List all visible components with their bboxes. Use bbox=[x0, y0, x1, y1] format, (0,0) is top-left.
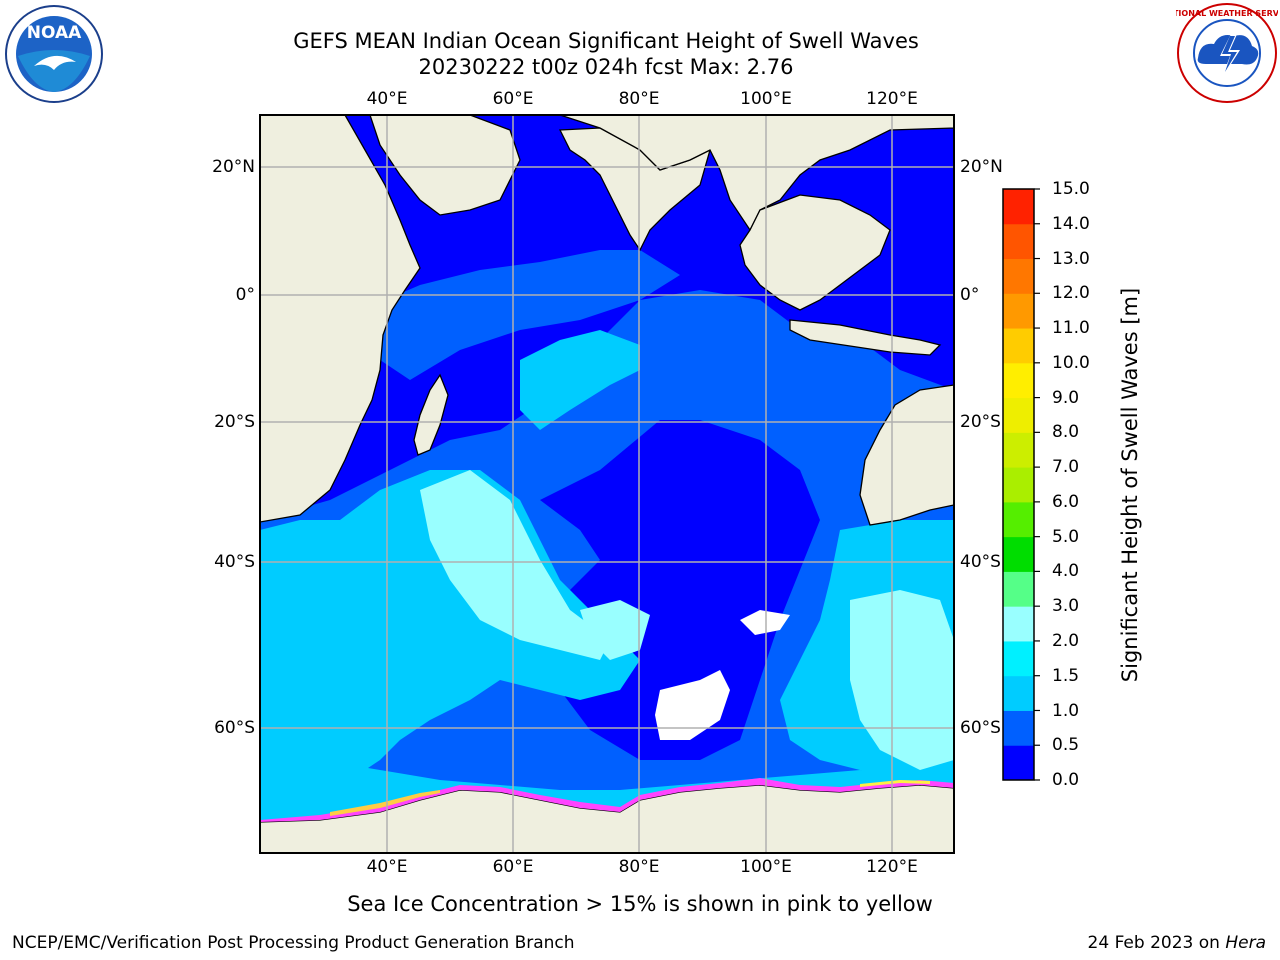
lon-tick-bottom: 80°E bbox=[618, 857, 660, 877]
colorbar-segment bbox=[1003, 467, 1034, 503]
sea-ice-caption: Sea Ice Concentration > 15% is shown in … bbox=[347, 892, 933, 916]
colorbar-title: Significant Height of Swell Waves [m] bbox=[1118, 287, 1142, 683]
lat-tick-left: 0° bbox=[235, 285, 255, 305]
noaa-logo: NOAA bbox=[5, 5, 103, 103]
colorbar-segment bbox=[1003, 710, 1034, 746]
land-arabia bbox=[369, 115, 521, 216]
colorbar-tick-label: 3.0 bbox=[1052, 596, 1080, 617]
lat-tick-left: 40°S bbox=[214, 552, 255, 572]
footer-credit: NCEP/EMC/Verification Post Processing Pr… bbox=[12, 933, 575, 953]
colorbar-segment bbox=[1003, 745, 1034, 781]
nws-logo: NATIONAL WEATHER SERVICE bbox=[1176, 3, 1278, 103]
colorbar-segment bbox=[1003, 432, 1034, 468]
lon-tick-top: 120°E bbox=[866, 89, 918, 109]
swell-band-cyan-north bbox=[520, 330, 640, 430]
map-plot-area bbox=[260, 115, 954, 853]
map-frame bbox=[259, 114, 955, 854]
footer-date-text: 24 Feb 2023 on bbox=[1087, 933, 1226, 953]
lon-tick-bottom: 120°E bbox=[866, 857, 918, 877]
colorbar-frame bbox=[1002, 188, 1035, 781]
colorbar-tick-label: 8.0 bbox=[1052, 422, 1080, 443]
colorbar-tick-label: 12.0 bbox=[1052, 283, 1090, 304]
colorbar-tick-label: 13.0 bbox=[1052, 248, 1090, 269]
swell-band-cyan-west bbox=[260, 470, 640, 812]
colorbar-segment bbox=[1003, 675, 1034, 711]
swell-band-light-2 bbox=[850, 590, 954, 770]
land bbox=[260, 115, 954, 853]
lat-tick-right: 40°S bbox=[960, 552, 1001, 572]
colorbar-segment bbox=[1003, 536, 1034, 572]
colorbar-segment bbox=[1003, 640, 1034, 677]
colorbar-segment bbox=[1003, 189, 1034, 225]
swell-band-light-3 bbox=[580, 600, 650, 660]
lat-tick-right: 0° bbox=[960, 285, 980, 305]
missing-data-patch-2 bbox=[740, 610, 790, 635]
colorbar-tick-label: 11.0 bbox=[1052, 318, 1090, 339]
lat-tick-left: 60°S bbox=[214, 718, 255, 738]
colorbar-segment bbox=[1003, 223, 1034, 260]
lon-tick-bottom: 40°E bbox=[366, 857, 408, 877]
colorbar-tick-label: 0.0 bbox=[1052, 770, 1080, 790]
map-subtitle: 20230222 t00z 024h fcst Max: 2.76 bbox=[418, 55, 794, 79]
missing-data-patch bbox=[655, 670, 730, 740]
lat-tick-right: 20°N bbox=[960, 157, 1003, 177]
swell-band-mid-north bbox=[380, 250, 680, 380]
map-title: GEFS MEAN Indian Ocean Significant Heigh… bbox=[293, 29, 919, 53]
colorbar-segment bbox=[1003, 501, 1034, 538]
lon-tick-top: 60°E bbox=[492, 89, 534, 109]
colorbar-tick-label: 9.0 bbox=[1052, 387, 1080, 408]
lon-tick-top: 80°E bbox=[618, 89, 660, 109]
nws-logo-text: NATIONAL WEATHER SERVICE bbox=[1176, 9, 1278, 18]
colorbar-segment bbox=[1003, 571, 1034, 607]
sea-ice bbox=[260, 778, 954, 822]
land-se-asia bbox=[739, 194, 891, 311]
lon-tick-top: 100°E bbox=[740, 89, 792, 109]
colorbar-segment bbox=[1003, 606, 1034, 642]
swell-band-light-1 bbox=[420, 470, 610, 660]
footer-host: Hera bbox=[1225, 933, 1266, 953]
colorbar-tick-label: 1.5 bbox=[1052, 665, 1080, 686]
colorbar-tick-label: 15.0 bbox=[1052, 179, 1090, 199]
lat-tick-right: 20°S bbox=[960, 412, 1001, 432]
colorbar-tick-label: 0.5 bbox=[1052, 735, 1080, 756]
lon-tick-bottom: 100°E bbox=[740, 857, 792, 877]
colorbar bbox=[1003, 188, 1040, 781]
colorbar-tick-label: 7.0 bbox=[1052, 457, 1080, 478]
lon-tick-bottom: 60°E bbox=[492, 857, 534, 877]
lat-tick-left: 20°S bbox=[214, 412, 255, 432]
lon-tick-top: 40°E bbox=[366, 89, 408, 109]
land-australia bbox=[859, 384, 954, 526]
sea-ice-band-yellow-east bbox=[860, 780, 930, 787]
colorbar-tick-label: 10.0 bbox=[1052, 352, 1090, 373]
gridlines bbox=[260, 115, 954, 853]
land-indonesia bbox=[789, 319, 942, 356]
lat-tick-right: 60°S bbox=[960, 718, 1001, 738]
colorbar-segment bbox=[1003, 328, 1034, 364]
sea-ice-band-yellow bbox=[330, 790, 440, 816]
colorbar-segment bbox=[1003, 362, 1034, 399]
colorbar-tick-label: 2.0 bbox=[1052, 630, 1080, 651]
colorbar-segment bbox=[1003, 397, 1034, 433]
colorbar-tick-label: 14.0 bbox=[1052, 213, 1090, 234]
footer-date: 24 Feb 2023 on Hera bbox=[1088, 932, 1266, 954]
colorbar-tick-label: 1.0 bbox=[1052, 700, 1080, 721]
land-madagascar bbox=[413, 373, 449, 456]
colorbar-tick-label: 6.0 bbox=[1052, 491, 1080, 512]
sea-ice-band-pink bbox=[260, 778, 954, 822]
colorbar-tick-label: 4.0 bbox=[1052, 561, 1080, 582]
lat-tick-left: 20°N bbox=[212, 157, 255, 177]
noaa-logo-text: NOAA bbox=[27, 23, 82, 43]
colorbar-segment bbox=[1003, 293, 1034, 329]
colorbar-tick-label: 5.0 bbox=[1052, 526, 1080, 547]
colorbar-segment bbox=[1003, 258, 1034, 294]
